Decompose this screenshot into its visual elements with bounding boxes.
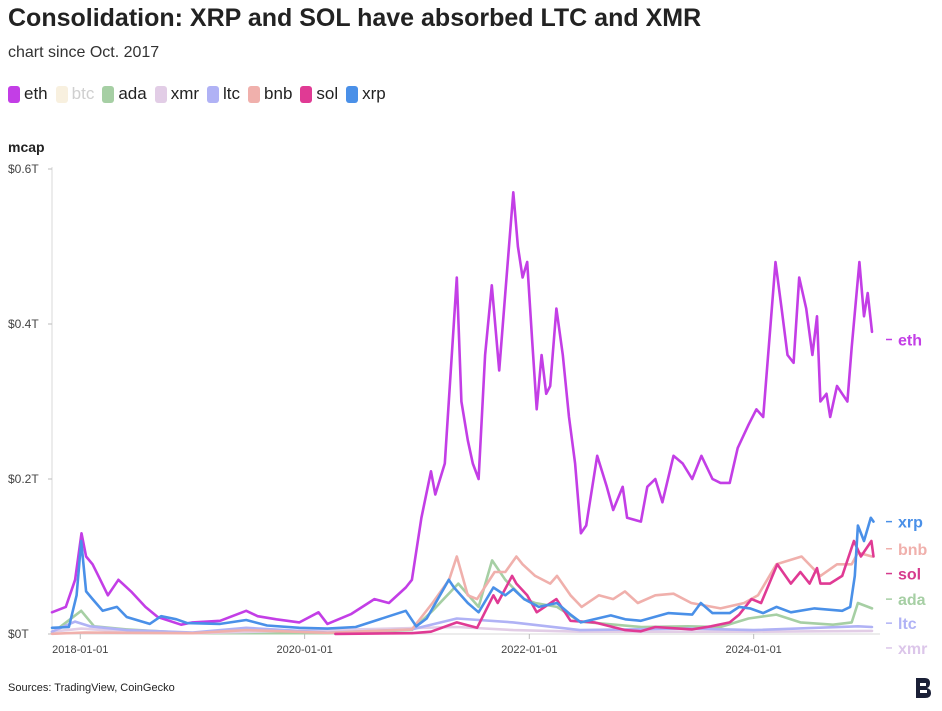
- legend-item-sol[interactable]: sol: [300, 84, 338, 104]
- x-tick-label: 2022-01-01: [501, 644, 557, 656]
- legend-swatch-btc: [55, 85, 68, 103]
- legend-label-xrp: xrp: [362, 84, 386, 103]
- legend-item-btc[interactable]: btc: [55, 84, 95, 104]
- series-lines: [50, 191, 875, 636]
- chart-title: Consolidation: XRP and SOL have absorbed…: [8, 4, 702, 32]
- series-line-sol: [334, 539, 875, 636]
- x-tick-label: 2018-01-01: [52, 644, 108, 656]
- legend-swatch-ltc: [207, 85, 220, 103]
- end-label-ltc: ltc: [898, 616, 917, 633]
- y-tick-label: $0.6T: [8, 162, 39, 176]
- series-line-xmr: [50, 625, 874, 635]
- legend-item-eth[interactable]: eth: [8, 84, 48, 104]
- brand-logo: [916, 678, 931, 698]
- end-label-sol: sol: [898, 567, 921, 584]
- legend-label-ltc: ltc: [223, 84, 241, 103]
- legend-label-bnb: bnb: [264, 84, 293, 103]
- chart-subtitle: chart since Oct. 2017: [8, 44, 160, 61]
- y-tick-label: $0T: [8, 627, 29, 641]
- legend-swatch-eth: [8, 85, 20, 103]
- legend-item-bnb[interactable]: bnb: [248, 84, 292, 104]
- source-note: Sources: TradingView, CoinGecko: [8, 682, 175, 694]
- series-line-xrp: [50, 516, 875, 630]
- end-label-eth: eth: [898, 333, 922, 350]
- legend-item-xrp[interactable]: xrp: [346, 84, 386, 104]
- end-label-xmr: xmr: [898, 641, 927, 658]
- legend-label-xmr: xmr: [170, 84, 200, 103]
- end-label-ada: ada: [898, 592, 926, 609]
- legend-label-ada: ada: [118, 84, 147, 103]
- y-axis-label: mcap: [8, 139, 45, 155]
- legend-item-ada[interactable]: ada: [102, 84, 147, 104]
- legend-item-ltc[interactable]: ltc: [207, 84, 240, 104]
- series-line-ltc: [50, 617, 874, 634]
- legend-label-eth: eth: [24, 84, 48, 103]
- legend-swatch-bnb: [248, 85, 261, 103]
- legend-item-xmr[interactable]: xmr: [154, 84, 200, 104]
- end-labels: eth xrp bnb sol ada ltc xmr: [886, 333, 928, 658]
- y-tick-label: $0.2T: [8, 472, 39, 486]
- y-tick-label: $0.4T: [8, 317, 39, 331]
- legend: eth btc ada xmr ltc bnb sol xrp: [8, 84, 386, 104]
- axes: $0T $0.2T $0.4T $0.6T 2018-01-01 2020-01-01 20…: [8, 162, 880, 656]
- legend-label-btc: btc: [71, 84, 95, 103]
- series-line-eth: [50, 191, 874, 626]
- x-tick-label: 2024-01-01: [726, 644, 782, 656]
- legend-label-sol: sol: [316, 84, 339, 103]
- legend-swatch-xmr: [154, 85, 167, 103]
- end-label-xrp: xrp: [898, 515, 923, 532]
- x-tick-label: 2020-01-01: [277, 644, 333, 656]
- legend-swatch-ada: [102, 85, 115, 103]
- end-label-bnb: bnb: [898, 542, 928, 559]
- legend-swatch-sol: [300, 85, 313, 103]
- legend-swatch-xrp: [346, 85, 359, 103]
